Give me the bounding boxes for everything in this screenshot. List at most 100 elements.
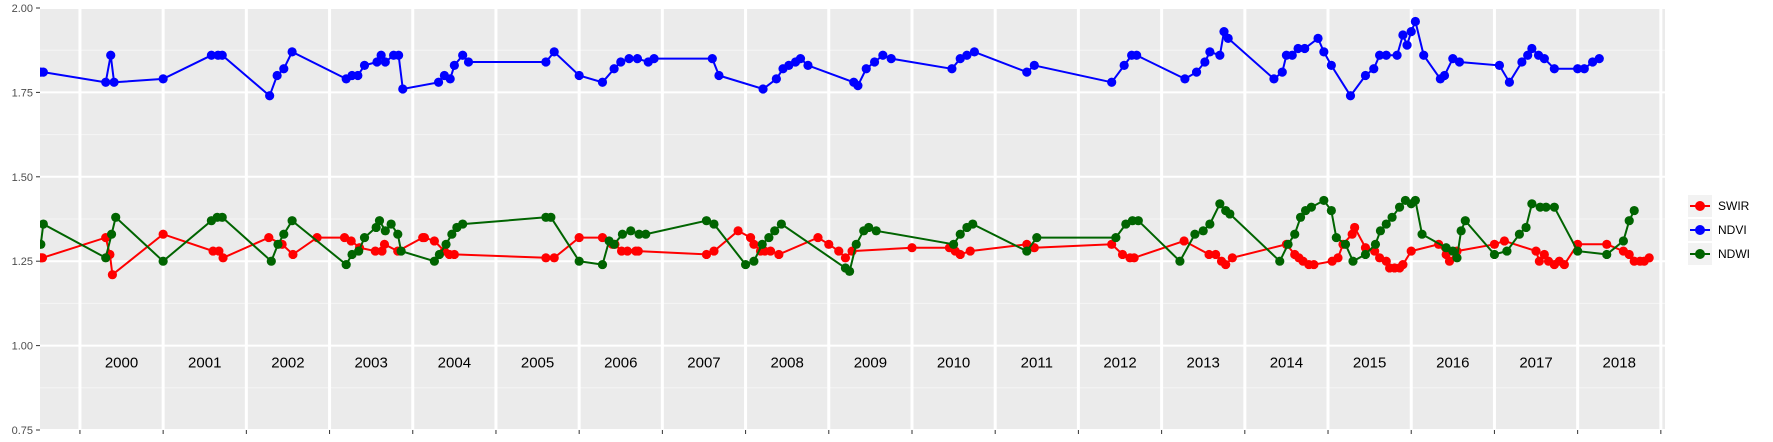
data-point-ndwi (217, 212, 227, 222)
data-point-ndwi (396, 246, 406, 256)
data-point-ndvi (1205, 47, 1215, 57)
data-point-ndwi (1417, 229, 1427, 239)
data-point-ndwi (441, 239, 451, 249)
year-label: 2012 (1103, 354, 1136, 371)
data-point-ndvi (1360, 70, 1371, 81)
data-point-swir (1534, 256, 1544, 266)
y-tick-label: 1.00 (12, 341, 33, 353)
data-point-ndvi (433, 77, 444, 87)
data-point-ndvi (394, 50, 404, 60)
data-point-ndwi (1360, 249, 1371, 260)
data-point-ndwi (626, 226, 636, 236)
data-point-ndvi (1494, 60, 1505, 70)
data-point-ndwi (40, 239, 46, 249)
data-point-ndvi (359, 60, 370, 70)
data-point-ndwi (968, 219, 978, 229)
year-label: 2003 (354, 354, 387, 371)
data-point-ndwi (770, 226, 780, 236)
data-point-ndwi (359, 232, 370, 243)
data-point-ndvi (1406, 27, 1416, 37)
year-label: 2007 (687, 354, 720, 371)
data-point-swir (264, 232, 274, 243)
data-point-ndvi (376, 50, 386, 60)
data-point-swir (709, 246, 719, 256)
data-point-ndwi (1502, 246, 1512, 256)
data-point-swir (1489, 239, 1500, 249)
year-label: 2005 (521, 354, 554, 371)
data-point-ndvi (869, 57, 880, 67)
data-point-swir (1227, 253, 1237, 263)
data-point-ndwi (1331, 232, 1341, 243)
data-point-ndvi (1369, 64, 1379, 74)
data-point-ndvi (853, 81, 863, 91)
year-label: 2013 (1187, 354, 1220, 371)
data-point-ndwi (1295, 212, 1306, 222)
data-point-ndwi (634, 229, 644, 239)
data-point-ndwi (609, 239, 619, 249)
data-point-ndvi (1549, 64, 1559, 74)
year-label: 2008 (770, 354, 803, 371)
y-tick-label: 0.75 (12, 425, 33, 437)
data-point-ndvi (353, 70, 363, 81)
data-point-swir (346, 236, 356, 246)
data-point-ndvi (287, 47, 297, 57)
data-point-ndvi (109, 77, 119, 87)
data-point-ndvi (574, 70, 584, 81)
data-point-ndvi (541, 57, 551, 67)
data-point-swir (749, 239, 759, 249)
data-point-ndwi (871, 226, 881, 236)
data-point-swir (1539, 249, 1549, 260)
data-point-ndvi (265, 91, 275, 101)
data-point-ndvi (1293, 43, 1303, 54)
data-point-ndwi (266, 256, 276, 266)
data-point-swir (1117, 249, 1128, 260)
data-point-ndwi (1326, 205, 1336, 216)
data-point-ndwi (1573, 246, 1583, 256)
data-point-ndwi (386, 219, 396, 229)
data-point-swir (1333, 253, 1343, 263)
data-point-ndwi (641, 229, 651, 239)
data-point-ndwi (429, 256, 439, 266)
data-point-ndvi (1119, 60, 1129, 70)
data-point-swir (1221, 259, 1231, 270)
data-point-ndvi (795, 54, 806, 64)
data-point-ndvi (1319, 47, 1329, 57)
data-point-swir (1624, 249, 1634, 260)
data-point-ndvi (445, 74, 455, 84)
data-point-ndwi (757, 239, 767, 249)
data-point-ndvi (1215, 50, 1225, 60)
data-point-ndvi (1375, 50, 1385, 60)
data-point-ndvi (624, 54, 634, 64)
data-point-ndvi (1022, 67, 1032, 77)
data-point-ndwi (1133, 216, 1143, 226)
data-point-ndvi (632, 54, 643, 64)
data-point-ndvi (886, 54, 896, 64)
data-point-ndvi (380, 57, 390, 67)
data-point-ndwi (1514, 229, 1524, 239)
data-point-ndwi (1456, 226, 1466, 236)
data-point-swir (218, 253, 228, 263)
data-point-ndwi (1410, 195, 1420, 206)
data-point-ndvi (158, 74, 168, 84)
data-point-ndwi (844, 266, 855, 276)
data-point-swir (541, 253, 551, 263)
data-point-swir (633, 246, 643, 256)
data-point-ndwi (1275, 256, 1285, 266)
data-point-ndvi (1132, 50, 1142, 60)
data-point-ndvi (279, 64, 289, 74)
data-point-ndwi (1290, 229, 1300, 239)
year-label: 2009 (854, 354, 887, 371)
data-point-ndvi (449, 60, 459, 70)
data-point-ndvi (217, 50, 227, 60)
data-point-ndvi (609, 64, 619, 74)
data-point-ndwi (287, 216, 297, 226)
data-point-ndvi (758, 84, 768, 94)
data-point-ndvi (771, 74, 781, 84)
data-point-ndwi (864, 222, 874, 233)
data-point-ndvi (1504, 77, 1515, 87)
data-point-swir (1559, 259, 1569, 270)
data-point-swir (834, 246, 844, 256)
data-point-ndwi (1489, 249, 1500, 260)
data-point-ndvi (1381, 50, 1391, 60)
